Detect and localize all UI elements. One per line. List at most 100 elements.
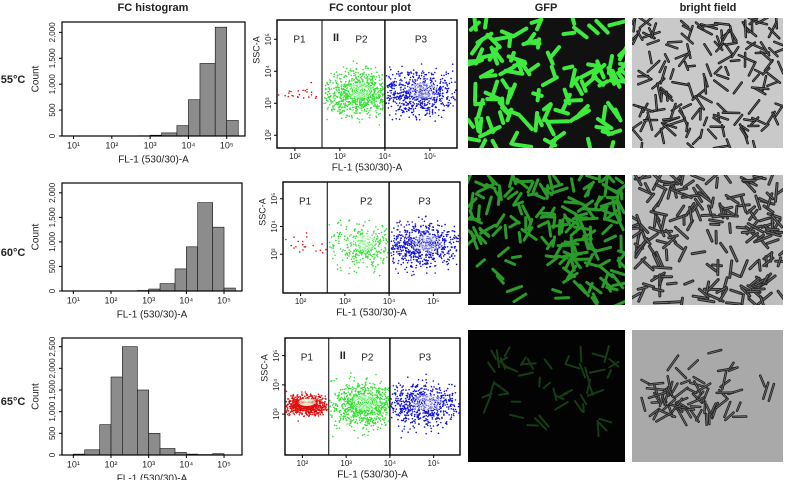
event-dot <box>402 104 405 106</box>
event-dot <box>322 404 324 407</box>
event-dot <box>382 237 385 239</box>
event-dot <box>452 95 454 98</box>
x-tick-label: 10⁵ <box>428 459 440 468</box>
event-dot <box>376 255 379 258</box>
event-dot <box>347 237 349 239</box>
event-dot <box>337 110 339 112</box>
event-dot <box>398 221 401 224</box>
event-dot <box>347 84 349 87</box>
event-dot <box>440 407 443 409</box>
cell <box>468 58 484 67</box>
event-dot <box>337 107 340 109</box>
event-dot <box>353 79 356 81</box>
event-dot <box>334 79 337 82</box>
event-dot <box>444 410 447 413</box>
event-dot <box>390 398 393 400</box>
event-dot <box>442 235 445 238</box>
event-dot <box>336 222 339 225</box>
event-dot <box>288 401 290 404</box>
event-dot <box>377 250 380 253</box>
event-dot <box>374 256 376 259</box>
event-dot <box>357 411 360 414</box>
event-dot <box>342 99 345 101</box>
event-dot <box>454 81 456 83</box>
event-dot <box>326 82 328 85</box>
cell <box>606 54 615 75</box>
event-dot <box>433 88 435 90</box>
event-dot <box>412 247 415 249</box>
cell <box>509 50 516 63</box>
event-dot <box>405 237 408 240</box>
event-dot <box>288 90 291 92</box>
event-dot <box>423 103 426 105</box>
event-dot <box>331 244 334 246</box>
event-dot <box>410 100 412 103</box>
cell <box>505 107 514 123</box>
event-dot <box>356 262 358 264</box>
event-dot <box>395 102 398 105</box>
event-dot <box>338 91 341 94</box>
cell-halo <box>760 41 770 56</box>
event-dot <box>373 272 375 274</box>
cell <box>586 62 599 68</box>
event-dot <box>443 414 445 416</box>
event-dot <box>413 273 415 276</box>
event-dot <box>402 255 404 257</box>
x-axis-title: FL-1 (530/30)-A <box>118 155 189 166</box>
cell <box>574 81 584 96</box>
event-dot <box>377 228 379 231</box>
event-dot <box>449 405 452 407</box>
event-dot <box>333 250 335 253</box>
event-dot <box>363 433 366 436</box>
event-dot <box>353 376 356 379</box>
event-dot <box>359 421 362 424</box>
event-dot <box>286 404 288 407</box>
event-dot <box>367 67 370 70</box>
event-dot <box>333 424 336 427</box>
event-dot <box>399 407 402 410</box>
event-dot <box>428 253 431 256</box>
event-dot <box>292 407 294 410</box>
event-dot <box>399 82 401 84</box>
event-dot <box>322 413 324 416</box>
event-dot <box>450 255 453 258</box>
event-dot <box>393 241 396 244</box>
event-dot <box>445 71 448 73</box>
event-dot <box>304 246 307 248</box>
event-dot <box>426 261 429 264</box>
event-dot <box>338 392 340 394</box>
event-dot <box>349 108 352 110</box>
event-dot <box>328 241 331 244</box>
event-dot <box>426 78 428 80</box>
event-dot <box>409 396 411 399</box>
event-dot <box>412 108 415 110</box>
event-dot <box>343 388 346 391</box>
event-dot <box>434 80 437 82</box>
event-dot <box>358 261 360 264</box>
event-dot <box>406 110 408 113</box>
event-dot <box>414 230 417 233</box>
x-tick-label: 10² <box>105 295 118 305</box>
event-dot <box>427 262 429 265</box>
event-dot <box>438 391 441 394</box>
contour-line <box>350 85 369 96</box>
event-dot <box>303 246 306 248</box>
event-dot <box>408 238 410 240</box>
event-dot <box>434 101 436 104</box>
event-dot <box>378 251 381 253</box>
event-dot <box>370 106 372 109</box>
event-dot <box>429 389 432 392</box>
event-dot <box>338 101 340 104</box>
event-dot <box>408 388 410 391</box>
event-dot <box>396 221 398 224</box>
event-dot <box>329 92 331 95</box>
event-dot <box>362 418 365 420</box>
event-dot <box>409 78 411 81</box>
event-dot <box>396 386 399 389</box>
event-dot <box>425 254 427 256</box>
column-header: bright field <box>680 2 737 14</box>
event-dot <box>422 224 425 227</box>
event-dot <box>373 83 376 86</box>
event-dot <box>410 253 413 255</box>
event-dot <box>447 72 450 75</box>
